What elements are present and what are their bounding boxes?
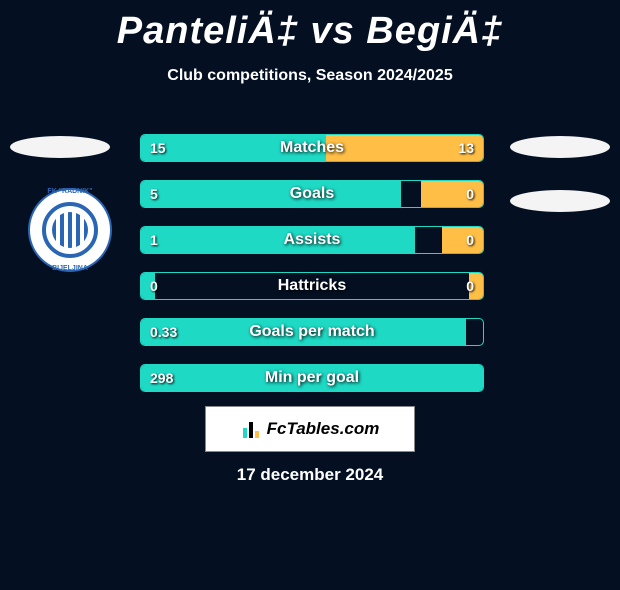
footer-brand-box: FcTables.com [205,406,415,452]
left-team-logo: FK "RADNIK" BIJELJINA [28,188,112,272]
fctables-icon [241,418,263,440]
snapshot-date: 17 december 2024 [0,465,620,485]
stat-label: Goals per match [140,318,484,346]
stats-comparison-block: 1513Matches 50Goals 10Assists 00Hattricks 0.… [140,134,484,410]
left-logo-text-top: FK "RADNIK" [30,188,110,195]
stat-label: Min per goal [140,364,484,392]
stat-label: Hattricks [140,272,484,300]
right-team-badge-ellipse-2 [510,190,610,212]
stat-row-matches: 1513Matches [140,134,484,162]
footer-brand-text: FcTables.com [267,419,380,439]
stat-row-goals-per-match: 0.33Goals per match [140,318,484,346]
right-team-badge-ellipse [510,136,610,158]
left-team-badge-ellipse [10,136,110,158]
page-subtitle: Club competitions, Season 2024/2025 [0,67,620,85]
stat-row-min-per-goal: 298Min per goal [140,364,484,392]
stat-row-hattricks: 00Hattricks [140,272,484,300]
stat-row-assists: 10Assists [140,226,484,254]
stat-label: Assists [140,226,484,254]
stat-label: Matches [140,134,484,162]
left-logo-text-bottom: BIJELJINA [30,265,110,272]
stat-row-goals: 50Goals [140,180,484,208]
stat-label: Goals [140,180,484,208]
page-title: PanteliÄ‡ vs BegiÄ‡ [0,10,620,53]
